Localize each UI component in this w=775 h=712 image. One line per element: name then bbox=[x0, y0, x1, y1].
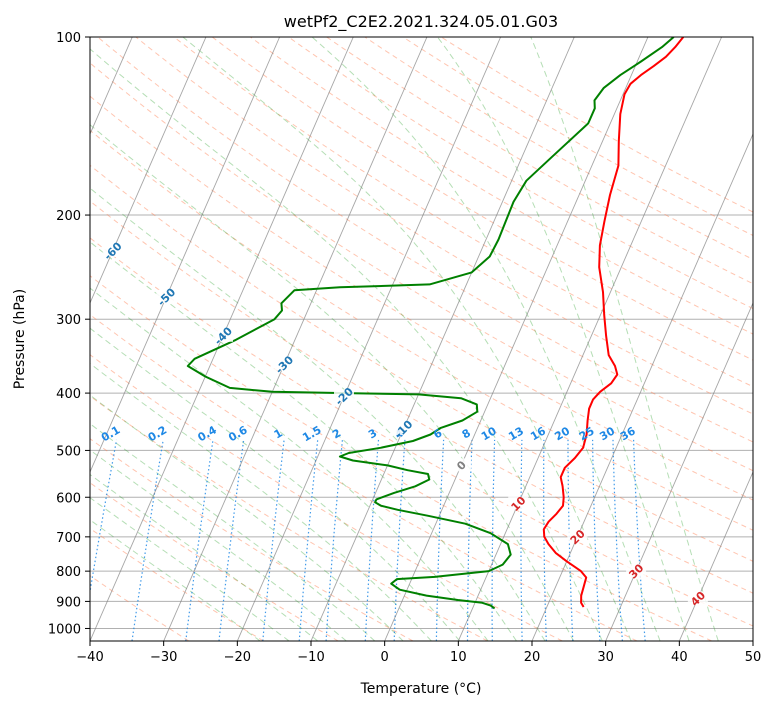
y-tick-label: 700 bbox=[56, 531, 81, 546]
x-tick-label: 20 bbox=[524, 650, 541, 665]
y-tick-label: 100 bbox=[56, 31, 81, 46]
x-tick-label: 10 bbox=[450, 650, 467, 665]
y-tick-label: 900 bbox=[56, 595, 81, 610]
x-tick-label: −20 bbox=[224, 650, 251, 665]
x-tick-label: 50 bbox=[745, 650, 762, 665]
x-tick-label: 0 bbox=[381, 650, 389, 665]
x-axis-label: Temperature (°C) bbox=[360, 681, 482, 697]
y-tick-label: 1000 bbox=[48, 622, 81, 637]
y-tick-label: 200 bbox=[56, 209, 81, 224]
x-tick-label: 30 bbox=[597, 650, 614, 665]
y-axis-label: Pressure (hPa) bbox=[12, 289, 28, 389]
y-tick-label: 600 bbox=[56, 491, 81, 506]
y-tick-label: 800 bbox=[56, 565, 81, 580]
x-tick-label: −30 bbox=[150, 650, 177, 665]
y-tick-label: 300 bbox=[56, 313, 81, 328]
y-tick-label: 500 bbox=[56, 444, 81, 459]
x-tick-label: −10 bbox=[297, 650, 324, 665]
chart-title: wetPf2_C2E2.2021.324.05.01.G03 bbox=[284, 12, 558, 32]
y-tick-label: 400 bbox=[56, 387, 81, 402]
x-tick-label: −40 bbox=[76, 650, 103, 665]
x-tick-label: 40 bbox=[671, 650, 688, 665]
